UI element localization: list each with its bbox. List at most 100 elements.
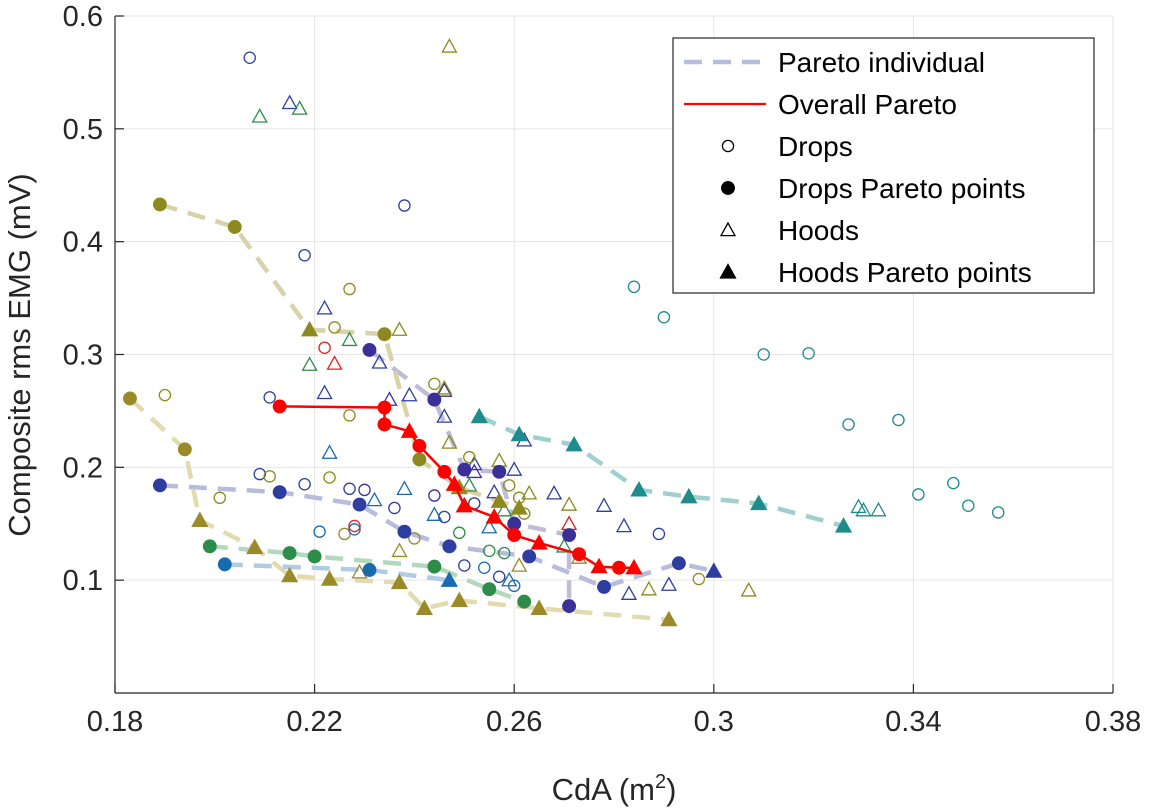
overall-pareto-hoods-point [530,534,548,550]
y-tick-label: 0.1 [63,565,103,597]
drops-point [428,377,441,391]
drops-pareto-point [597,579,611,594]
hoods-pareto-point [565,435,583,452]
drops-pareto-point [217,557,232,572]
drops-point [358,483,371,497]
hoods-point [511,557,528,572]
drops-point [492,570,506,584]
legend-entry: Hoods Pareto points [719,257,1032,288]
drops-pareto-point [427,392,442,407]
drops-point [991,506,1005,519]
hoods-pareto-point [450,591,468,608]
hoods-point [870,501,887,517]
drops-point [348,519,361,533]
drops-pareto-point [442,539,457,554]
hoods-point [521,484,538,500]
y-tick-label: 0.3 [63,340,103,372]
x-tick-label: 0.18 [87,706,143,738]
overall-pareto-hoods-point [455,496,473,513]
drops-point [338,527,351,541]
drops-pareto-point [427,559,442,574]
hoods-point [426,506,443,521]
hoods-point [660,576,677,591]
drops-point [627,280,641,294]
drops-point [348,523,361,536]
drops-point [328,321,341,334]
drops-point [298,248,311,262]
hoods-pareto-point [440,571,458,587]
hoods-point [441,434,458,449]
drops-point [482,544,496,558]
hoods-point [391,321,408,336]
drops-pareto-point [517,594,532,609]
hoods-point [371,354,388,369]
x-tick-label: 0.34 [885,706,941,738]
hoods-point [316,299,333,315]
overall-pareto-drops-point [572,547,587,562]
drops-point [318,341,331,354]
hoods-pareto-point [680,487,698,504]
hoods-point [251,108,268,123]
hoods-pareto-point [510,425,528,442]
hoods-point [291,100,308,115]
legend-label: Hoods [778,215,859,246]
drops-pareto-point [307,549,322,564]
hoods-point [281,94,298,110]
drops-point [463,450,476,464]
drops-pareto-point [457,462,472,477]
hoods-pareto-point [281,566,299,583]
hoods-point [461,477,478,492]
hoods-point [615,517,633,533]
hoods-point [391,542,408,558]
drops-point [323,471,336,484]
hoods-pareto-point [630,481,648,497]
drops-point [657,311,671,324]
hoods-point [436,408,453,423]
drops-pareto-point [562,599,577,614]
drops-point [213,491,227,505]
drops-pareto-point [412,452,427,467]
legend-entry: Hoods [719,215,859,246]
drops-pareto-point [272,485,287,500]
hoods-pareto-point [490,492,508,508]
legend: Pareto individual Overall Pareto Drops Drop… [672,37,1095,294]
hoods-point [546,484,563,500]
overall-pareto-drops-point [612,560,626,575]
drops-point [388,501,401,515]
drops-point [408,532,421,545]
legend-entry: Drops Pareto points [721,173,1025,204]
drops-pareto-point [152,478,167,493]
overall-pareto-drops-point [507,528,522,542]
drops-point [912,488,925,501]
drops-pareto-point [671,556,686,571]
drops-pareto-point [123,391,137,406]
drops-pareto-point [352,497,367,512]
drops-point [842,418,855,431]
hoods-point [466,455,483,471]
drops-point [438,510,451,524]
hoods-point [316,384,333,400]
hoods-point [486,483,503,499]
legend-box [672,37,1095,294]
hoods-point [560,515,578,530]
hoods-point [436,382,453,397]
hoods-point [855,501,872,517]
hoods-point [740,581,757,597]
hoods-pareto-point [510,499,528,515]
hoods-point [436,380,453,395]
drops-point [343,282,356,296]
drops-point [398,199,411,212]
overall-pareto-drops-point [437,464,452,479]
y-tick-label: 0.6 [63,1,103,33]
drops-point [253,467,266,481]
x-tick-label: 0.3 [694,706,734,738]
drops-point [263,391,276,404]
drops-pareto-point [397,524,412,539]
overall-pareto-hoods-point [485,508,503,524]
drops-point [428,489,441,502]
drops-pareto-point [522,549,537,564]
drops-point [947,476,960,490]
hoods-pareto-point [415,599,433,616]
drops-pareto-point [282,546,297,561]
legend-label: Drops [778,131,853,162]
